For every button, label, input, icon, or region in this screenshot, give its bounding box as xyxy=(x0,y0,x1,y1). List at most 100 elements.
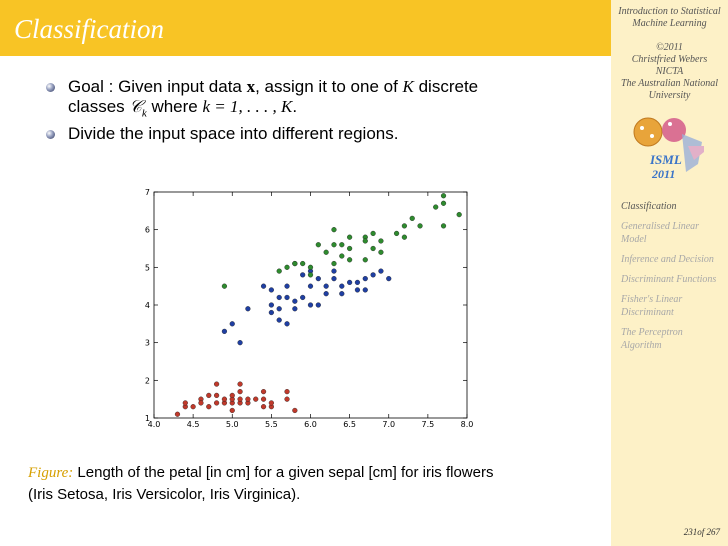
math-K: K xyxy=(402,77,414,96)
y-tick-label: 2 xyxy=(145,376,150,385)
data-point-series-2 xyxy=(347,279,353,286)
data-point-series-2 xyxy=(315,302,321,308)
data-point-series-1 xyxy=(260,389,267,395)
y-tick-label: 6 xyxy=(145,226,150,235)
caption-line: Figure: Length of the petal [in cm] for … xyxy=(28,462,608,484)
bullet-list: Goal : Given input data x, assign it to … xyxy=(46,77,606,145)
data-point-series-3 xyxy=(339,242,345,248)
data-point-series-2 xyxy=(331,268,337,274)
data-point-series-2 xyxy=(292,306,298,312)
data-point-series-2 xyxy=(362,276,368,282)
data-point-series-2 xyxy=(378,268,384,274)
data-point-series-3 xyxy=(307,272,314,278)
data-point-series-3 xyxy=(307,264,314,270)
x-tick-label: 7.0 xyxy=(382,420,395,429)
copyright: ©2011 xyxy=(656,42,683,53)
logo-disc-left xyxy=(633,117,663,147)
figure-caption: Figure: Length of the petal [in cm] for … xyxy=(28,462,608,506)
data-point-series-1 xyxy=(245,396,251,402)
data-point-series-2 xyxy=(362,287,368,293)
bullet-text: classes xyxy=(68,97,130,116)
data-point-series-1 xyxy=(237,396,243,402)
logo-shape xyxy=(688,146,704,160)
data-point-series-1 xyxy=(268,400,274,406)
data-point-series-2 xyxy=(386,276,392,282)
data-point-series-2 xyxy=(245,306,251,312)
logo-text: 2011 xyxy=(651,167,675,181)
data-point-series-1 xyxy=(284,389,290,395)
data-point-series-3 xyxy=(378,238,384,244)
y-tick-label: 3 xyxy=(145,339,150,348)
data-point-series-2 xyxy=(268,309,274,316)
logo-dot xyxy=(668,122,672,126)
data-point-series-3 xyxy=(331,260,337,267)
data-point-series-2 xyxy=(221,328,228,334)
data-point-series-2 xyxy=(284,283,290,289)
logo-disc-right xyxy=(662,118,686,142)
sidebar: Introduction to Statistical Machine Lear… xyxy=(611,0,728,546)
x-tick-label: 5.0 xyxy=(226,420,239,429)
data-point-series-2 xyxy=(307,283,314,289)
data-point-series-2 xyxy=(284,321,290,327)
data-point-series-2 xyxy=(354,287,361,293)
data-point-series-3 xyxy=(440,223,447,229)
data-point-series-2 xyxy=(300,272,306,278)
data-point-series-3 xyxy=(331,227,337,233)
data-point-series-1 xyxy=(198,400,204,406)
data-point-series-1 xyxy=(237,389,243,395)
data-point-series-3 xyxy=(284,264,290,270)
data-point-series-2 xyxy=(307,302,314,308)
caption-text: Length of the petal [in cm] for a given … xyxy=(73,464,494,481)
x-tick-label: 6.5 xyxy=(343,420,356,429)
sidebar-nav-item[interactable]: Generalised Linear Model xyxy=(621,221,700,245)
data-point-series-3 xyxy=(292,260,298,267)
bullet-text: , assign it to one of xyxy=(255,77,403,96)
bullet-item: Divide the input space into different re… xyxy=(46,124,606,144)
x-tick-label: 4.0 xyxy=(148,420,161,429)
x-tick-label: 8.0 xyxy=(461,420,474,429)
data-point-series-1 xyxy=(229,392,235,399)
data-point-series-3 xyxy=(339,253,345,259)
data-point-series-2 xyxy=(276,306,282,312)
data-point-series-1 xyxy=(260,404,267,410)
data-point-series-2 xyxy=(292,298,298,304)
sidebar-nav-item[interactable]: Fisher's Linear Discriminant xyxy=(621,294,683,318)
data-point-series-2 xyxy=(323,291,329,297)
data-point-series-1 xyxy=(260,396,267,402)
data-point-series-3 xyxy=(300,260,306,267)
data-point-series-3 xyxy=(440,200,447,206)
data-point-series-2 xyxy=(354,279,361,286)
sidebar-nav: Classification Generalised Linear Model In… xyxy=(621,200,721,359)
sidebar-nav-item[interactable]: The Perceptron Algorithm xyxy=(621,327,683,351)
data-point-series-3 xyxy=(417,223,423,229)
page-number: 231of 267 xyxy=(683,527,720,537)
sidebar-nav-item[interactable]: Inference and Decision xyxy=(621,254,714,265)
author: Christfried Webers xyxy=(631,54,708,65)
data-point-series-3 xyxy=(456,212,462,218)
organization: University xyxy=(648,90,691,101)
data-point-series-3 xyxy=(331,242,337,248)
data-point-series-3 xyxy=(393,230,400,237)
logo-dot xyxy=(650,134,654,138)
data-point-series-3 xyxy=(347,234,353,240)
caption-text: (Iris Setosa, Iris Versicolor, Iris Virg… xyxy=(28,486,301,503)
x-tick-label: 7.5 xyxy=(422,420,435,429)
bullet-text: Goal : Given input data xyxy=(68,77,247,96)
data-point-series-3 xyxy=(221,283,228,289)
organization: NICTA xyxy=(655,66,684,77)
bullet-text: Divide the input space into different re… xyxy=(68,124,399,144)
data-point-series-1 xyxy=(182,400,188,406)
data-point-series-1 xyxy=(237,381,243,387)
data-point-series-1 xyxy=(206,404,212,410)
data-point-series-3 xyxy=(440,193,447,199)
chart-marks xyxy=(174,193,462,417)
sidebar-nav-item[interactable]: Discriminant Functions xyxy=(621,274,717,285)
data-point-series-2 xyxy=(237,340,243,346)
data-point-series-3 xyxy=(370,230,376,237)
sidebar-nav-item[interactable]: Classification xyxy=(621,201,677,212)
organization: The Australian National xyxy=(620,78,719,89)
bullet-text: where xyxy=(146,97,203,116)
data-point-series-3 xyxy=(370,245,376,252)
data-point-series-2 xyxy=(339,291,345,297)
math-x: x xyxy=(246,77,256,96)
